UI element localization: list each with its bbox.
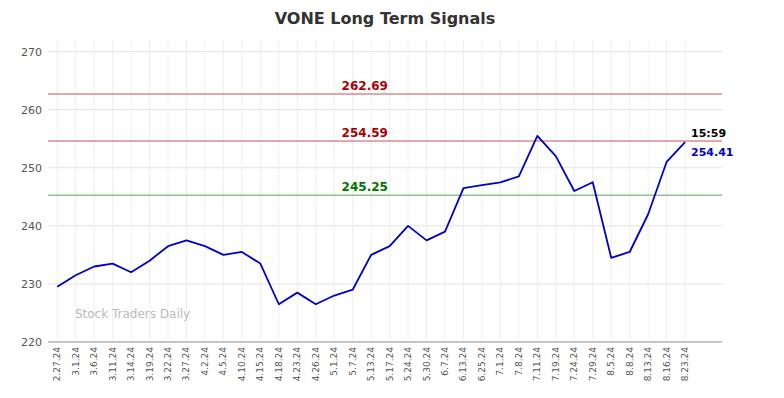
y-tick-label: 230 (21, 278, 42, 291)
x-grid-line (445, 40, 446, 342)
price-line (57, 136, 685, 304)
x-grid-line (518, 40, 519, 342)
y-tick-label: 240 (21, 220, 42, 233)
x-grid-line (168, 40, 169, 342)
x-tick-label: 6.13.24 (458, 347, 468, 382)
y-tick-label: 260 (21, 104, 42, 117)
x-grid-line (648, 40, 649, 342)
x-grid-line (57, 40, 58, 342)
x-grid-line (481, 40, 482, 342)
reference-line (48, 195, 722, 197)
x-tick-label: 7.11.24 (532, 347, 542, 382)
chart: 220 230 240 250 260 270 2.27.24 3.1.24 3.6.24 3.1… (0, 0, 784, 398)
x-grid-line (500, 40, 501, 342)
x-tick-label: 6.25.24 (477, 347, 487, 382)
x-tick-label: 7.24.24 (569, 347, 579, 382)
x-tick-label: 3.19.24 (145, 347, 155, 382)
x-grid-line (592, 40, 593, 342)
x-grid-line (75, 40, 76, 342)
x-tick-label: 3.22.24 (163, 347, 173, 382)
y-grid-line (48, 342, 722, 343)
watermark: Stock Traders Daily (75, 307, 190, 321)
x-grid-line (408, 40, 409, 342)
x-grid-line (666, 40, 667, 342)
x-tick-label: 7.29.24 (588, 347, 598, 382)
end-label: 254.41 (691, 146, 733, 159)
x-grid-line (94, 40, 95, 342)
x-tick-label: 8.13.24 (643, 347, 653, 382)
x-grid-line (131, 40, 132, 342)
x-grid-line (260, 40, 261, 342)
x-tick-label: 4.15.24 (255, 347, 265, 382)
x-grid-line (555, 40, 556, 342)
x-tick-label: 2.27.24 (52, 347, 62, 382)
x-tick-label: 7.19.24 (551, 347, 561, 382)
x-tick-label: 4.23.24 (292, 347, 302, 382)
annotations: 262.69 254.59 245.25 15:59 254.41 Stock Trade… (75, 79, 734, 321)
x-grid-line (149, 40, 150, 342)
x-grid-line (389, 40, 390, 342)
x-tick-label: 3.11.24 (108, 347, 118, 382)
x-tick-label: 5.13.24 (366, 347, 376, 382)
x-grid-line (426, 40, 427, 342)
x-grid-line (223, 40, 224, 342)
x-grid-line (186, 40, 187, 342)
x-tick-label: 4.5.24 (218, 347, 228, 376)
x-tick-label: 3.14.24 (126, 347, 136, 382)
reference-label: 254.59 (342, 126, 388, 140)
x-tick-label: 3.6.24 (89, 347, 99, 376)
x-grid-line (611, 40, 612, 342)
x-grid-line (278, 40, 279, 342)
reference-line (48, 140, 722, 142)
x-tick-label: 4.26.24 (311, 347, 321, 382)
plot-area (48, 94, 722, 304)
x-grid-line (112, 40, 113, 342)
x-grid-line (241, 40, 242, 342)
title: VONE Long Term Signals (275, 9, 496, 28)
reference-label: 262.69 (342, 79, 388, 93)
x-tick-label: 3.1.24 (71, 347, 81, 376)
reference-label: 245.25 (342, 180, 388, 194)
x-tick-label: 5.7.24 (348, 347, 358, 376)
x-grid-line (537, 40, 538, 342)
x-tick-label: 4.10.24 (237, 347, 247, 382)
end-label: 15:59 (691, 127, 726, 140)
x-tick-label: 5.30.24 (422, 347, 432, 382)
x-axis (48, 342, 722, 343)
x-tick-label: 8.23.24 (680, 347, 690, 382)
x-tick-label: 8.8.24 (625, 347, 635, 376)
x-grid-line (629, 40, 630, 342)
x-tick-label: 5.1.24 (329, 347, 339, 376)
x-tick-label: 4.2.24 (200, 347, 210, 376)
x-grid-line (315, 40, 316, 342)
x-grid-line (297, 40, 298, 342)
x-tick-label: 6.7.24 (440, 347, 450, 376)
x-grid-line (685, 40, 686, 342)
x-tick-label: 8.16.24 (662, 347, 672, 382)
y-tick-label: 220 (21, 336, 42, 349)
x-tick-label: 5.24.24 (403, 347, 413, 382)
x-grid-line (204, 40, 205, 342)
grid (48, 40, 722, 342)
x-tick-label: 3.27.24 (181, 347, 191, 382)
x-tick-label: 7.8.24 (514, 347, 524, 376)
x-tick-label: 4.18.24 (274, 347, 284, 382)
x-tick-label: 7.1.24 (495, 347, 505, 376)
x-tick-label: 8.5.24 (606, 347, 616, 376)
y-tick-label: 250 (21, 162, 42, 175)
reference-line (48, 93, 722, 95)
y-tick-label: 270 (21, 46, 42, 59)
x-tick-label: 5.17.24 (385, 347, 395, 382)
